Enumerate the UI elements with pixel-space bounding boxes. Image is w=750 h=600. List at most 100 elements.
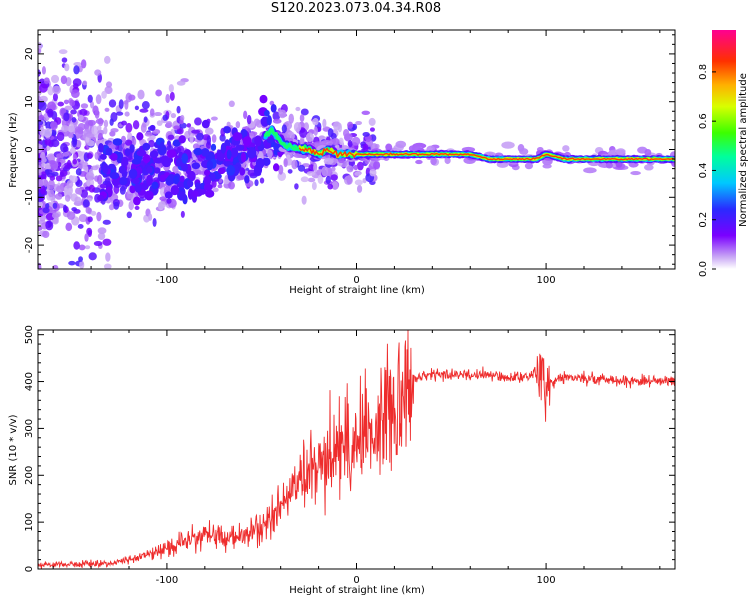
heatmap-cell	[97, 195, 105, 202]
heatmap-cell	[75, 168, 82, 176]
heatmap-cell	[87, 94, 93, 103]
heatmap-cell	[85, 206, 92, 214]
heatmap-cell	[172, 139, 181, 147]
heatmap-cell	[444, 157, 451, 165]
heatmap-cell	[136, 132, 144, 141]
x-tick-label: -100	[156, 275, 179, 286]
heatmap-cell	[95, 118, 105, 125]
heatmap-cell	[159, 196, 167, 201]
heatmap-cell	[124, 139, 133, 146]
heatmap-cell	[118, 99, 124, 110]
heatmap-cell	[368, 117, 376, 126]
heatmap-cell	[201, 119, 210, 129]
heatmap-cell	[78, 114, 84, 121]
heatmap-cell	[272, 111, 281, 121]
heatmap-cell	[121, 156, 129, 167]
heatmap-cell	[38, 143, 43, 154]
heatmap-cell	[71, 117, 77, 123]
heatmap-cell	[542, 163, 552, 169]
heatmap-cell	[104, 107, 110, 112]
heatmap-cell	[217, 167, 226, 175]
heatmap-cell	[140, 123, 147, 133]
y-tick-label: 500	[24, 325, 35, 344]
heatmap-cell	[165, 93, 170, 104]
heatmap-cell	[103, 126, 108, 135]
y-tick-label: 200	[24, 466, 35, 485]
heatmap-cell	[321, 166, 329, 177]
heatmap-cell	[311, 181, 317, 191]
heatmap-cell	[347, 140, 353, 148]
heatmap-cell	[51, 217, 59, 225]
heatmap-cell	[294, 183, 299, 190]
heatmap-cell	[60, 75, 68, 85]
heatmap-cell	[72, 153, 77, 161]
heatmap-cell	[263, 109, 270, 117]
heatmap-cell	[246, 114, 252, 125]
heatmap-cell	[355, 120, 362, 126]
heatmap-cell	[131, 158, 142, 165]
heatmap-cell	[196, 132, 204, 141]
heatmap-cell	[179, 119, 184, 125]
heatmap-cell	[38, 164, 43, 174]
heatmap-cell	[226, 149, 232, 160]
heatmap-cell	[415, 159, 423, 165]
heatmap-cell	[104, 55, 111, 64]
heatmap-cell	[38, 134, 41, 142]
heatmap-cell	[55, 193, 63, 200]
heatmap-cell	[153, 111, 163, 117]
heatmap-cell	[96, 125, 102, 131]
heatmap-cell	[38, 83, 48, 93]
heatmap-cell	[243, 110, 248, 120]
y-tick-label: 0	[24, 566, 35, 572]
heatmap-cell	[66, 159, 72, 168]
heatmap-cell	[51, 212, 60, 219]
heatmap-cell	[412, 145, 421, 152]
heatmap-cell	[52, 93, 58, 102]
heatmap-cell	[159, 174, 166, 182]
heatmap-cell	[85, 133, 95, 138]
heatmap-cell	[79, 108, 88, 117]
heatmap-cell	[211, 134, 217, 143]
heatmap-cell	[175, 157, 184, 167]
heatmap-cell	[38, 114, 45, 121]
heatmap-cell	[191, 162, 201, 170]
heatmap-cell	[191, 190, 200, 198]
heatmap-cell	[176, 80, 186, 86]
heatmap-cell	[51, 171, 59, 177]
heatmap-cell	[71, 207, 77, 212]
heatmap-cell	[203, 169, 211, 176]
heatmap-cell	[331, 137, 340, 146]
heatmap-cell	[178, 135, 186, 144]
heatmap-cell	[165, 176, 173, 186]
spectrogram-x-label: Height of straight line (km)	[289, 285, 425, 296]
heatmap-cell	[90, 101, 95, 109]
heatmap-cell	[49, 121, 58, 130]
heatmap-cell	[64, 63, 70, 72]
heatmap-cell	[181, 153, 189, 164]
heatmap-cell	[242, 136, 252, 147]
heatmap-cell	[101, 90, 107, 99]
heatmap-cell	[125, 122, 133, 133]
heatmap-cell	[356, 184, 363, 193]
heatmap-cell	[369, 127, 375, 132]
colorbar-tick-label: 0.2	[698, 212, 709, 228]
heatmap-cell	[562, 145, 570, 152]
y-tick-label: 20	[24, 48, 35, 61]
heatmap-cell	[312, 117, 319, 126]
heatmap-cell	[179, 175, 185, 183]
heatmap-cell	[91, 125, 99, 136]
colorbar-axis: 0.0 0.2 0.4 0.6 0.8	[698, 64, 716, 277]
heatmap-cell	[66, 180, 74, 189]
heatmap-cell	[615, 148, 626, 155]
heatmap-cell	[167, 134, 175, 140]
x-tick-label: 100	[537, 575, 556, 586]
heatmap-cell	[121, 120, 128, 126]
heatmap-cell	[82, 199, 90, 208]
spectrogram-y-label: Frequency (Hz)	[8, 112, 19, 188]
heatmap-cell	[176, 181, 184, 188]
heatmap-cell	[109, 171, 120, 180]
heatmap-cell	[59, 171, 65, 178]
heatmap-cell	[63, 112, 70, 122]
heatmap-cell	[338, 137, 344, 146]
